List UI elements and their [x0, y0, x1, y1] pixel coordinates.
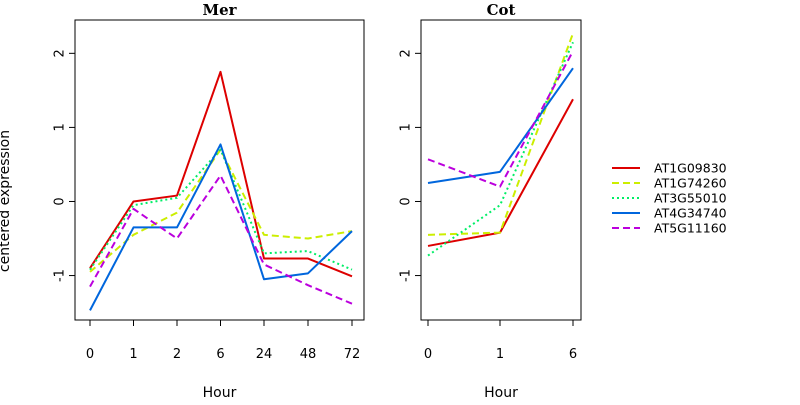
plot-frame-cot — [420, 19, 582, 321]
y-tick-label-cot-2: 1 — [399, 123, 414, 131]
x-ticks-mer: 0 1 2 6 24 48 72 — [86, 320, 360, 362]
x-tick-label-mer-5: 48 — [300, 347, 317, 362]
series-line-mer-at5g11160 — [89, 174, 353, 305]
panel-mer: Mer -1 0 1 2 0 1 2 6 24 48 72 Hour — [53, 1, 365, 401]
panel-title-mer: Mer — [202, 1, 237, 19]
x-tick-label-cot-2: 6 — [569, 347, 577, 362]
y-tick-label-mer-0: -1 — [53, 269, 68, 282]
y-ticks-mer: -1 0 1 2 — [53, 49, 75, 282]
x-tick-label-mer-3: 6 — [216, 347, 224, 362]
x-tick-label-mer-0: 0 — [86, 347, 94, 362]
x-tick-label-mer-1: 1 — [129, 347, 137, 362]
series-line-mer-at1g09830 — [89, 70, 353, 278]
legend-label-at1g09830: AT1G09830 — [654, 161, 727, 176]
legend: AT1G09830AT1G74260AT3G55010AT4G34740AT5G… — [612, 161, 727, 236]
y-tick-label-cot-3: 2 — [399, 49, 414, 57]
x-tick-label-mer-4: 24 — [256, 347, 273, 362]
x-tick-label-mer-2: 2 — [173, 347, 181, 362]
series-line-cot-at5g11160 — [427, 50, 574, 188]
x-axis-label-cot: Hour — [484, 385, 518, 400]
x-ticks-cot: 0 1 6 — [424, 320, 577, 362]
series-lines-mer — [89, 70, 353, 311]
series-line-mer-at3g55010 — [89, 148, 353, 271]
y-tick-label-mer-1: 0 — [53, 197, 68, 205]
panel-cot: Cot -1 0 1 2 0 1 6 Hour — [399, 1, 582, 401]
x-axis-label-mer: Hour — [203, 385, 237, 400]
series-line-cot-at3g55010 — [427, 41, 574, 257]
legend-label-at5g11160: AT5G11160 — [654, 221, 727, 236]
y-tick-label-mer-3: 2 — [53, 49, 68, 57]
x-tick-label-cot-1: 1 — [496, 347, 504, 362]
x-tick-label-cot-0: 0 — [424, 347, 432, 362]
series-line-cot-at4g34740 — [427, 67, 574, 184]
panel-title-cot: Cot — [487, 1, 516, 19]
legend-label-at3g55010: AT3G55010 — [654, 191, 727, 206]
y-tick-label-cot-0: -1 — [399, 269, 414, 282]
plot-frame-mer — [74, 19, 365, 321]
y-tick-label-cot-1: 0 — [399, 197, 414, 205]
series-lines-cot — [427, 32, 574, 257]
legend-label-at4g34740: AT4G34740 — [654, 206, 727, 221]
y-axis-label: centered expression — [0, 130, 13, 272]
y-ticks-cot: -1 0 1 2 — [399, 49, 421, 282]
legend-label-at1g74260: AT1G74260 — [654, 176, 727, 191]
x-tick-label-mer-6: 72 — [344, 347, 361, 362]
series-line-cot-at1g74260 — [427, 32, 574, 236]
y-tick-label-mer-2: 1 — [53, 123, 68, 131]
series-line-mer-at4g34740 — [89, 143, 353, 311]
